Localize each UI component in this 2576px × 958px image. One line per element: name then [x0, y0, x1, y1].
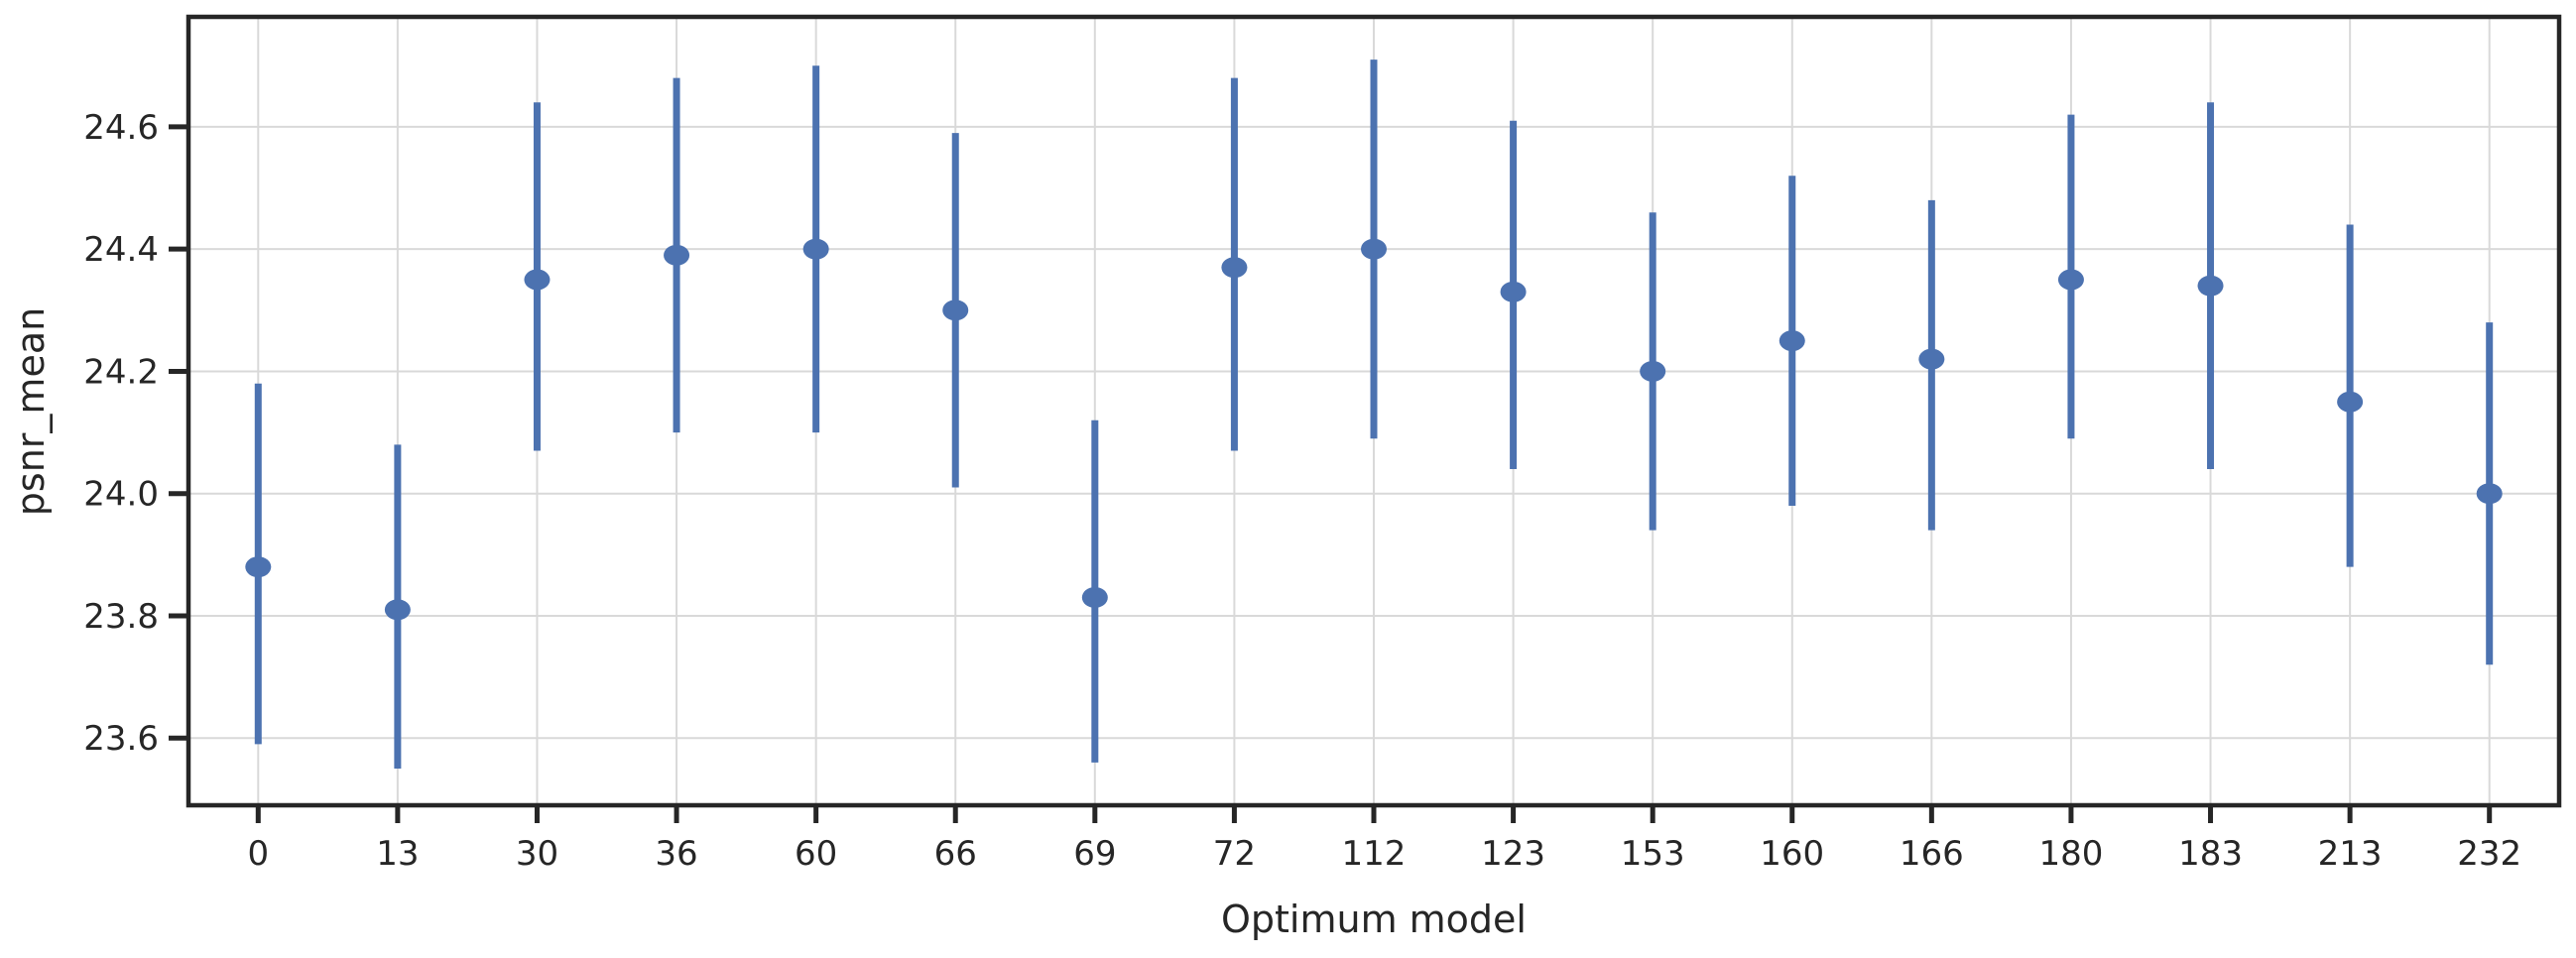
- y-tick-label-0: 23.6: [83, 719, 159, 759]
- point-marker-5: [942, 299, 969, 321]
- x-tick-label-0: 0: [247, 834, 269, 874]
- point-marker-4: [802, 238, 829, 260]
- x-tick-label-11: 160: [1760, 834, 1824, 874]
- x-axis-title: Optimum model: [1221, 898, 1527, 941]
- x-tick-label-12: 166: [1900, 834, 1964, 874]
- x-tick-label-13: 180: [2038, 834, 2103, 874]
- point-marker-16: [2476, 483, 2503, 505]
- x-tick-label-15: 213: [2318, 834, 2383, 874]
- x-tick-label-4: 60: [795, 834, 837, 874]
- x-tick-label-6: 69: [1073, 834, 1116, 874]
- point-marker-11: [1779, 330, 1805, 352]
- x-tick-label-5: 66: [934, 834, 977, 874]
- x-tick-label-9: 123: [1481, 834, 1545, 874]
- point-marker-1: [384, 599, 411, 621]
- point-marker-14: [2197, 275, 2224, 297]
- x-tick-label-14: 183: [2178, 834, 2243, 874]
- data-layer: [245, 60, 2503, 770]
- x-tick-label-7: 72: [1213, 834, 1256, 874]
- point-marker-2: [524, 269, 551, 291]
- x-tick-label-2: 30: [516, 834, 558, 874]
- point-marker-8: [1361, 238, 1387, 260]
- point-marker-7: [1221, 257, 1248, 279]
- y-tick-label-5: 24.6: [83, 108, 159, 148]
- point-marker-12: [1918, 348, 1945, 370]
- x-tick-label-16: 232: [2457, 834, 2521, 874]
- point-marker-6: [1081, 586, 1108, 608]
- point-marker-3: [664, 244, 690, 266]
- tick-label-layer: 23.6 23.8 24.0 24.2 24.4 24.6 0 13 30 36 60 66 69 72 1…: [83, 108, 2521, 874]
- y-tick-label-3: 24.2: [83, 352, 159, 392]
- x-tick-label-10: 153: [1621, 834, 1685, 874]
- tick-layer: [169, 124, 2493, 823]
- y-tick-label-1: 23.8: [83, 597, 159, 637]
- point-marker-0: [245, 556, 272, 578]
- point-marker-13: [2057, 269, 2084, 291]
- point-marker-10: [1640, 360, 1666, 382]
- x-tick-label-3: 36: [655, 834, 697, 874]
- y-axis-title: psnr_mean: [9, 307, 53, 516]
- x-tick-label-1: 13: [376, 834, 419, 874]
- y-tick-label-4: 24.4: [83, 230, 159, 270]
- point-marker-15: [2337, 391, 2364, 413]
- x-tick-label-8: 112: [1342, 834, 1407, 874]
- y-tick-label-2: 24.0: [83, 475, 159, 515]
- point-marker-9: [1500, 281, 1527, 302]
